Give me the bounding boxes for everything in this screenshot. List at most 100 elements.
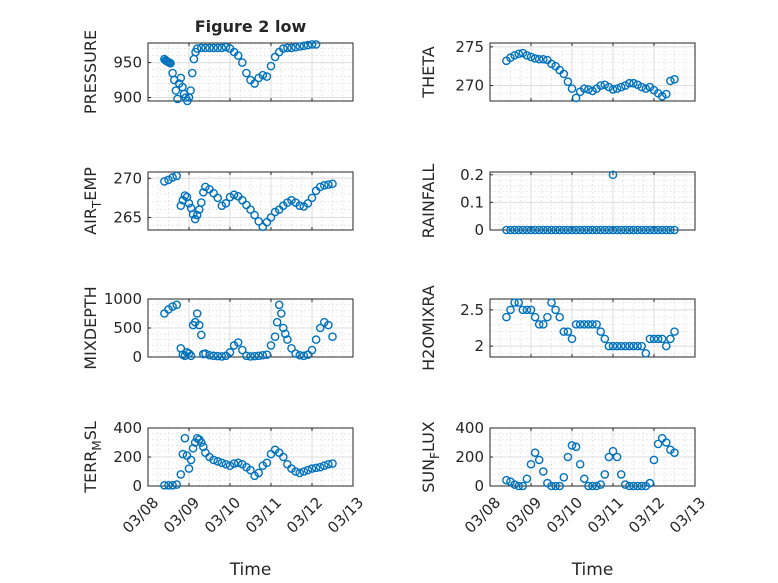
data-point <box>173 94 182 104</box>
y-axis-label-main: H2OMIXRA <box>419 285 438 371</box>
data-point <box>604 225 614 235</box>
data-point <box>229 190 239 200</box>
data-point <box>276 309 286 318</box>
y-tick-label: 275 <box>455 38 484 56</box>
axes-frame <box>147 42 354 102</box>
data-point <box>283 335 292 344</box>
data-point <box>633 481 642 491</box>
data-point <box>612 341 622 351</box>
data-point <box>213 457 222 466</box>
data-point <box>209 351 218 361</box>
data-point <box>539 467 548 476</box>
data-point <box>604 341 614 351</box>
subplot-6: 2 2.5 H2OMIXRA <box>419 285 696 371</box>
data-point <box>596 480 606 489</box>
data-point <box>657 225 667 235</box>
data-point <box>291 42 300 52</box>
data-point <box>201 43 210 53</box>
data-point <box>303 199 313 208</box>
data-point <box>608 85 618 94</box>
data-point <box>666 225 675 235</box>
data-point <box>311 335 321 344</box>
y-axis-label-main: PRESSURE <box>81 30 100 114</box>
y-tick-label: 400 <box>113 419 142 437</box>
data-point <box>575 320 585 329</box>
data-point <box>616 470 626 479</box>
y-axis-label: H2OMIXRA <box>419 285 438 371</box>
data-point <box>547 225 556 235</box>
data-point <box>196 438 206 447</box>
data-point <box>608 446 618 456</box>
data-point <box>262 350 272 359</box>
data-point <box>258 350 268 360</box>
data-point <box>196 330 206 340</box>
x-tick-label: 03/12 <box>283 494 326 537</box>
y-tick-label: 950 <box>113 54 142 72</box>
x-tick-label: 03/11 <box>242 494 285 537</box>
x-tick-label: 03/08 <box>119 494 162 537</box>
data-point <box>555 312 565 322</box>
data-point <box>625 225 634 235</box>
y-tick-label: 900 <box>113 89 142 107</box>
data-point <box>653 439 663 449</box>
y-axis-label-main: SUN <box>419 459 438 493</box>
data-point <box>555 481 565 491</box>
x-axis-label: Time <box>229 560 272 580</box>
data-point <box>551 225 560 235</box>
data-point <box>283 43 292 53</box>
data-point <box>295 468 305 478</box>
data-point <box>225 348 235 357</box>
data-point <box>172 300 181 310</box>
data-point <box>629 78 638 88</box>
data-point <box>526 459 536 469</box>
x-tick-label: 03/09 <box>160 494 203 537</box>
data-point <box>278 44 288 53</box>
data-point <box>580 474 589 484</box>
data-point <box>641 225 651 235</box>
data-point <box>307 464 317 473</box>
data-point <box>328 179 337 189</box>
data-point <box>534 455 544 465</box>
data-point <box>543 312 552 322</box>
data-point <box>209 43 218 53</box>
data-point <box>233 458 243 468</box>
data-point <box>262 72 272 81</box>
data-point <box>291 467 300 476</box>
data-point <box>166 58 175 68</box>
data-point <box>616 82 626 92</box>
y-axis-label-suffix: LUX <box>419 421 438 452</box>
data-point <box>213 193 222 203</box>
data-point <box>168 173 177 182</box>
data-point <box>299 351 309 361</box>
data-point <box>233 51 243 60</box>
data-point <box>199 442 208 452</box>
data-point <box>637 82 647 92</box>
data-point <box>547 298 556 307</box>
data-point <box>575 459 585 469</box>
data-point <box>262 458 272 468</box>
data-point <box>551 481 560 491</box>
data-point <box>502 475 511 485</box>
data-point <box>254 468 264 478</box>
data-point <box>633 341 642 351</box>
data-point <box>539 320 548 329</box>
data-point <box>192 210 202 220</box>
data-point <box>307 40 317 49</box>
data-point <box>299 467 309 476</box>
data-point <box>237 345 247 355</box>
x-tick-label: 03/13 <box>324 494 367 537</box>
subplot-4: 0 0.1 0.2 RAINFALL <box>419 164 696 239</box>
data-point <box>567 225 577 235</box>
data-point <box>510 480 519 489</box>
data-point <box>295 201 305 211</box>
y-axis-label-main: THETA <box>419 46 438 98</box>
data-point <box>534 54 544 64</box>
data-point <box>233 338 243 347</box>
subplot-3: 265 270 AIRTEMP <box>81 167 354 235</box>
data-point <box>616 341 626 351</box>
y-tick-label: 2 <box>474 337 484 355</box>
data-point <box>328 332 337 342</box>
data-point <box>612 225 622 235</box>
